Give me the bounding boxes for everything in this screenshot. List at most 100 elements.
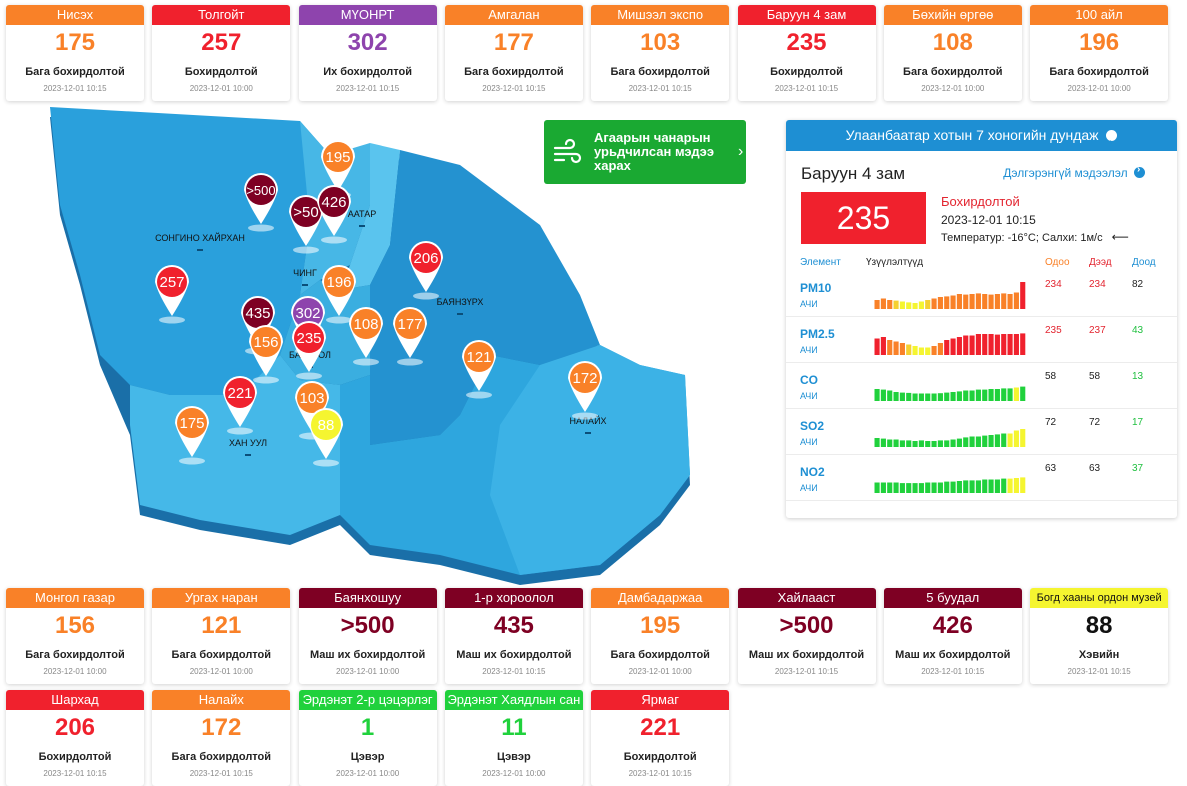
sparkline-bar xyxy=(950,439,956,447)
timestamp: 2023-12-01 10:15 xyxy=(189,769,253,778)
aqi-level: Маш их бохирдолтой xyxy=(456,649,572,661)
forecast-button[interactable]: Агаарын чанарын урьдчилсан мэдээ харах › xyxy=(544,120,746,184)
station-card[interactable]: Ярмаг 221 Бохирдолтой 2023-12-01 10:15 xyxy=(591,690,730,786)
map-pin[interactable]: 235 xyxy=(292,321,326,380)
station-card[interactable]: Эрдэнэт Хаядлын сан 11 Цэвэр 2023-12-01 10:… xyxy=(444,690,583,786)
aqi-level: Их бохирдолтой xyxy=(323,66,412,78)
station-card[interactable]: 100 айл 196 Бага бохирдолтой 2023-12-01 10:… xyxy=(1030,5,1169,101)
timestamp: 2023-12-01 10:00 xyxy=(336,769,400,778)
sparkline-bar xyxy=(899,392,905,401)
sparkline-bar xyxy=(963,294,969,309)
weather-text: Температур: -16°C; Салхи: 1м/с xyxy=(941,232,1103,244)
district-nalaikh-shape[interactable] xyxy=(490,345,690,575)
station-name: Ургах наран xyxy=(152,588,291,608)
map-pin[interactable]: 103 xyxy=(295,381,329,440)
pollutant-row: NO2 АЧИ 63 63 37 xyxy=(786,455,1177,501)
pin-label: 121 xyxy=(466,349,491,366)
map-pin[interactable]: 221 xyxy=(223,376,257,435)
station-card[interactable]: Хайлааст >500 Маш их бохирдолтой 2023-12-01… xyxy=(737,588,876,684)
district-sukhbaatar-shape[interactable] xyxy=(340,143,400,290)
sparkline-bar xyxy=(931,298,937,309)
aqi-level: Бага бохирдолтой xyxy=(171,751,272,763)
details-link[interactable]: Дэлгэрэнгүй мэдээлэл › xyxy=(1003,164,1145,180)
aqi-value: >500 xyxy=(779,612,834,639)
district-khanuul-shape[interactable] xyxy=(130,355,340,535)
station-card[interactable]: Дамбадаржаа 195 Бага бохирдолтой 2023-12-01… xyxy=(591,588,730,684)
station-card[interactable]: Налайх 172 Бага бохирдолтой 2023-12-01 10:1… xyxy=(152,690,291,786)
aqi-value: 156 xyxy=(54,612,96,639)
district-marker xyxy=(245,454,251,456)
map-pin[interactable]: >500 xyxy=(244,173,278,232)
pin-marker xyxy=(351,309,381,339)
sparkline-bar xyxy=(988,435,994,447)
pin-label: 108 xyxy=(353,316,378,333)
weekly-average-link[interactable]: Улаанбаатар хотын 7 хоногийн дундаж › xyxy=(786,120,1177,151)
district-marker xyxy=(197,249,203,251)
pollutant-name: NO2 xyxy=(800,465,825,479)
station-card[interactable]: Эрдэнэт 2-р цэцэрлэг 1 Цэвэр 2023-12-01 10:… xyxy=(298,690,437,786)
sparkline-bar xyxy=(880,438,886,447)
station-name: Хайлааст xyxy=(737,588,876,608)
station-card[interactable]: Шархад 206 Бохирдолтой 2023-12-01 10:15 xyxy=(6,690,144,786)
sparkline-bar xyxy=(931,393,937,401)
station-card[interactable]: МҮОНРТ 302 Их бохирдолтой 2023-12-01 10:15 xyxy=(298,5,437,101)
pollutant-sparkline xyxy=(874,333,1026,355)
sparkline-bar xyxy=(887,482,893,493)
station-name: Монгол газар xyxy=(6,588,144,608)
map-pin[interactable]: 196 xyxy=(322,265,356,324)
timestamp: 2023-12-01 10:15 xyxy=(774,84,839,93)
pin-label: 206 xyxy=(413,250,438,267)
sparkline-bar xyxy=(994,334,1000,355)
sparkline-bar xyxy=(963,335,969,355)
map-pin[interactable]: 177 xyxy=(393,307,427,366)
station-card[interactable]: Толгойт 257 Бохирдолтой 2023-12-01 10:00 xyxy=(152,5,291,101)
station-card[interactable]: Богд хааны ордон музей 88 Хэвийн 2023-12-01… xyxy=(1030,588,1169,684)
station-detail-panel: Улаанбаатар хотын 7 хоногийн дундаж › Ба… xyxy=(786,120,1177,518)
map-pin[interactable]: 88 xyxy=(309,408,343,467)
station-card[interactable]: Бөхийн өргөө 108 Бага бохирдолтой 2023-12-0… xyxy=(883,5,1022,101)
district-marker xyxy=(457,313,463,315)
pollutant-sparkline xyxy=(874,386,1026,401)
map-pin[interactable]: 172 xyxy=(568,360,602,420)
map-pin[interactable]: 206 xyxy=(409,241,443,300)
aqi-value: 235 xyxy=(786,29,827,56)
station-card[interactable]: Монгол газар 156 Бага бохирдолтой 2023-12-0… xyxy=(6,588,144,684)
pin-shadow xyxy=(296,372,322,380)
sparkline-bar xyxy=(975,389,981,401)
station-card[interactable]: Амгалан 177 Бага бохирдолтой 2023-12-01 10:… xyxy=(444,5,583,101)
station-card[interactable]: 5 буудал 426 Маш их бохирдолтой 2023-12-01 … xyxy=(883,588,1022,684)
sparkline-bar xyxy=(893,392,899,401)
aqi-level: Бага бохирдолтой xyxy=(1049,66,1149,78)
aqi-value: 177 xyxy=(493,29,534,56)
pollutant-unit: АЧИ xyxy=(800,299,818,309)
station-name: Баянхошуу xyxy=(298,588,437,608)
sparkline-bar xyxy=(994,434,1000,447)
header-element: Элемент xyxy=(800,257,841,268)
station-name: Амгалан xyxy=(444,5,583,25)
map-pin[interactable]: 108 xyxy=(349,307,383,366)
arrow-left-icon: ⟵ xyxy=(1111,230,1129,244)
map-pin[interactable]: 156 xyxy=(249,325,283,384)
map-pin[interactable]: 257 xyxy=(155,264,190,324)
station-card[interactable]: Нисэх 175 Бага бохирдолтой 2023-12-01 10:15 xyxy=(6,5,144,101)
sparkline-bar xyxy=(1007,388,1013,401)
station-card[interactable]: 1-р хороолол 435 Маш их бохирдолтой 2023-12… xyxy=(444,588,583,684)
station-card[interactable]: Мишээл экспо 103 Бага бохирдолтой 2023-12-0… xyxy=(591,5,730,101)
map-pin[interactable]: 175 xyxy=(175,406,209,465)
map-pin[interactable]: >50 xyxy=(289,195,323,254)
station-card[interactable]: Баянхошуу >500 Маш их бохирдолтой 2023-12-0… xyxy=(298,588,437,684)
station-card[interactable]: Баруун 4 зам 235 Бохирдолтой 2023-12-01 10:… xyxy=(737,5,876,101)
pin-marker xyxy=(243,298,273,328)
pin-label: 435 xyxy=(245,305,270,322)
district-bayanzurkh-shape[interactable] xyxy=(370,150,600,445)
map-pin[interactable]: 121 xyxy=(462,340,496,399)
aqi-value: 195 xyxy=(640,612,681,639)
sparkline-bar xyxy=(956,337,962,355)
sparkline-bar xyxy=(918,301,924,309)
station-name: Ярмаг xyxy=(591,690,730,710)
aqi-value-box: 235 xyxy=(801,192,926,244)
details-label: Дэлгэрэнгүй мэдээлэл xyxy=(1003,166,1128,180)
pollutant-name: PM2.5 xyxy=(800,327,835,341)
station-card[interactable]: Ургах наран 121 Бага бохирдолтой 2023-12-01… xyxy=(152,588,291,684)
map-pin[interactable]: 426 xyxy=(317,185,351,244)
